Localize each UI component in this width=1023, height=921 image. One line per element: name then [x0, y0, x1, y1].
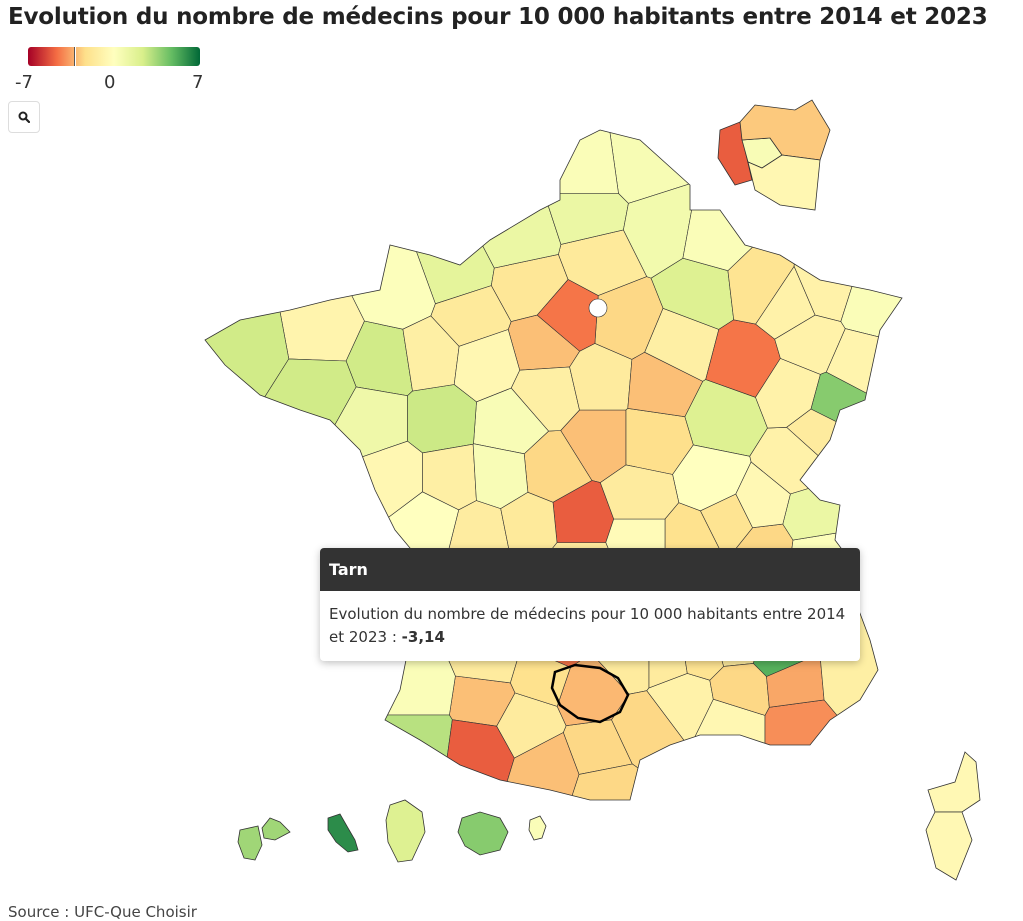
tooltip-text: Evolution du nombre de médecins pour 10 …: [329, 605, 846, 646]
legend-min-label: -7: [15, 72, 33, 93]
department-62[interactable]: [436, 80, 619, 194]
department-50[interactable]: [243, 80, 436, 330]
department-971[interactable]: [237, 825, 263, 861]
tooltip-value: -3,14: [401, 628, 445, 646]
department-66[interactable]: [553, 763, 719, 850]
department-14[interactable]: [353, 80, 495, 305]
department-67[interactable]: [840, 80, 950, 355]
department-972[interactable]: [327, 813, 359, 853]
department-83[interactable]: [764, 699, 950, 850]
department-2B[interactable]: [927, 751, 981, 813]
tarn-highlight[interactable]: [550, 663, 630, 724]
legend-value-marker: [74, 47, 77, 66]
department-976[interactable]: [528, 815, 547, 841]
department-03[interactable]: [599, 464, 680, 520]
department-973[interactable]: [385, 799, 426, 863]
legend-max-label: 7: [192, 72, 204, 93]
department-974[interactable]: [457, 811, 509, 856]
color-legend-bar: [28, 47, 200, 66]
source-note: Source : UFC-Que Choisir: [8, 903, 197, 921]
department-89[interactable]: [627, 351, 704, 418]
tooltip-title: Tarn: [320, 548, 860, 591]
map-title: Evolution du nombre de médecins pour 10 …: [8, 4, 988, 30]
paris-hole: [588, 298, 608, 318]
department-72[interactable]: [453, 329, 521, 403]
department-94[interactable]: [747, 154, 821, 211]
mainland-departments: [150, 80, 950, 850]
search-icon: [18, 111, 30, 123]
department-01[interactable]: [735, 461, 791, 529]
zoom-button[interactable]: [8, 101, 40, 133]
legend-mid-label: 0: [104, 72, 116, 93]
department-2A[interactable]: [925, 811, 973, 881]
tooltip-body: Evolution du nombre de médecins pour 10 …: [320, 591, 860, 661]
tooltip: Tarn Evolution du nombre de médecins pou…: [320, 548, 860, 661]
mainland-outline: [204, 129, 903, 801]
department-76[interactable]: [395, 80, 562, 269]
department-971[interactable]: [261, 817, 291, 841]
department-49[interactable]: [407, 384, 477, 454]
department-29[interactable]: [150, 80, 290, 580]
department-82[interactable]: [510, 645, 571, 707]
